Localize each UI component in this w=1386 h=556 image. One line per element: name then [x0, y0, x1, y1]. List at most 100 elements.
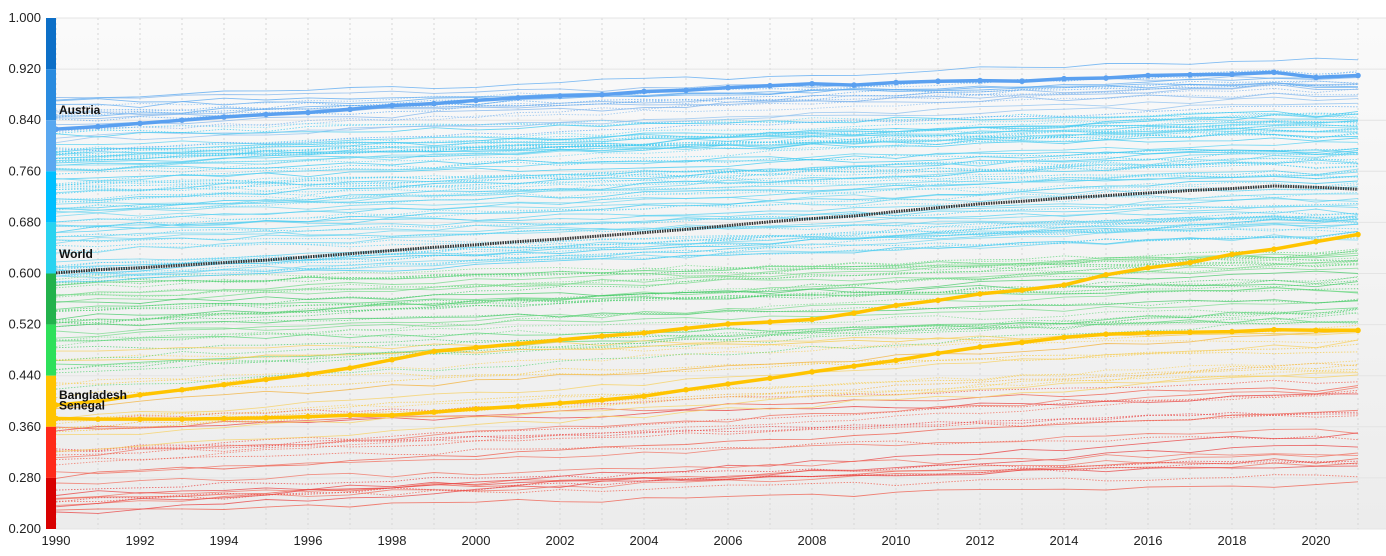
country-line [55, 170, 1359, 191]
country-line [55, 110, 1359, 138]
series-point-austria [431, 100, 437, 107]
country-line [55, 117, 1359, 153]
country-line [55, 217, 1359, 283]
country-line [55, 180, 1359, 233]
country-line [55, 259, 1359, 296]
country-line [55, 281, 1359, 304]
country-line [55, 481, 1359, 511]
color-scale-segment [46, 375, 56, 427]
country-line [55, 391, 1359, 466]
x-tick-label: 2018 [1218, 533, 1247, 548]
country-line [55, 386, 1359, 459]
series-point-austria [641, 88, 647, 95]
series-point-senegal [1103, 331, 1109, 337]
y-tick-label: 0.440 [8, 368, 41, 383]
color-scale-segment [46, 171, 56, 223]
series-point-bangladesh [347, 365, 353, 371]
country-line [55, 339, 1359, 420]
country-line [55, 130, 1359, 171]
country-line [55, 198, 1359, 227]
series-point-senegal [263, 415, 269, 421]
country-line [55, 208, 1359, 234]
series-point-austria [683, 87, 689, 93]
country-line [55, 141, 1359, 182]
series-point-senegal [515, 403, 521, 410]
country-line [55, 149, 1359, 180]
country-line [55, 152, 1359, 195]
series-point-austria [473, 97, 479, 104]
x-axis-ticks: 1990 1992 1994 1996 1998 2000 2002 2004 2006 2008… [42, 533, 1331, 548]
country-line [55, 113, 1359, 150]
country-line [55, 300, 1359, 335]
series-point-bangladesh [1103, 271, 1109, 278]
country-line [55, 137, 1359, 159]
country-line [55, 157, 1359, 203]
color-scale-segment [46, 273, 56, 325]
series-point-austria [137, 120, 143, 127]
country-line [55, 57, 1359, 101]
color-scale-segment [46, 426, 56, 478]
series-point-bangladesh [683, 325, 689, 332]
country-line [55, 307, 1359, 342]
series-point-austria [95, 123, 101, 130]
country-line [55, 343, 1359, 399]
series-point-bangladesh [1313, 238, 1319, 245]
y-tick-label: 0.760 [8, 163, 41, 178]
series-point-bangladesh [515, 340, 521, 347]
y-tick-label: 0.600 [8, 266, 41, 281]
series-point-austria [1103, 75, 1109, 81]
country-line [56, 126, 1359, 166]
country-line [55, 267, 1359, 296]
series-point-bangladesh [1271, 246, 1277, 253]
series-point-bangladesh [1145, 264, 1151, 271]
series-point-bangladesh [179, 386, 185, 393]
series-line-world [55, 184, 1359, 275]
series-point-senegal [725, 381, 731, 387]
series-point-austria [851, 82, 857, 88]
series-point-austria [1145, 72, 1151, 79]
x-tick-label: 2012 [966, 533, 995, 548]
x-tick-label: 2008 [798, 533, 827, 548]
country-line [55, 128, 1359, 161]
series-point-bangladesh [263, 376, 269, 383]
series-point-bangladesh [431, 348, 437, 355]
country-line [55, 286, 1359, 339]
series-point-senegal [431, 409, 437, 415]
series-point-senegal [1061, 334, 1067, 341]
series-label-bangladesh: Bangladesh [59, 388, 127, 402]
x-tick-label: 2000 [462, 533, 491, 548]
series-point-austria [389, 102, 395, 109]
series-line-senegal [55, 327, 1358, 421]
country-line [55, 152, 1359, 194]
country-line [55, 173, 1359, 192]
country-line [55, 196, 1359, 244]
country-line [56, 317, 1359, 342]
color-scale-segment [46, 324, 56, 376]
x-tick-label: 2016 [1134, 533, 1163, 548]
series-point-bangladesh [641, 330, 647, 336]
series-point-bangladesh [557, 337, 563, 343]
country-line [55, 363, 1359, 420]
country-line [55, 321, 1359, 350]
series-point-bangladesh [137, 392, 143, 398]
series-point-bangladesh [893, 302, 899, 309]
series-point-bangladesh [221, 381, 227, 388]
x-tick-label: 2002 [546, 533, 575, 548]
series-point-bangladesh [809, 316, 815, 323]
x-tick-label: 2010 [882, 533, 911, 548]
country-line [55, 192, 1359, 223]
country-line [55, 82, 1359, 103]
country-line [55, 76, 1359, 99]
series-label-senegal: Senegal [59, 398, 105, 412]
series-point-austria [1187, 72, 1193, 78]
series-point-senegal [935, 350, 941, 357]
country-line [55, 287, 1359, 310]
series-point-bangladesh [851, 310, 857, 316]
country-line [55, 82, 1359, 108]
country-line [55, 223, 1359, 268]
series-point-austria [1061, 75, 1067, 82]
country-line [55, 163, 1359, 187]
series-line-bangladesh [55, 232, 1359, 407]
series-point-austria [557, 93, 563, 99]
series-point-bangladesh [1355, 231, 1361, 238]
